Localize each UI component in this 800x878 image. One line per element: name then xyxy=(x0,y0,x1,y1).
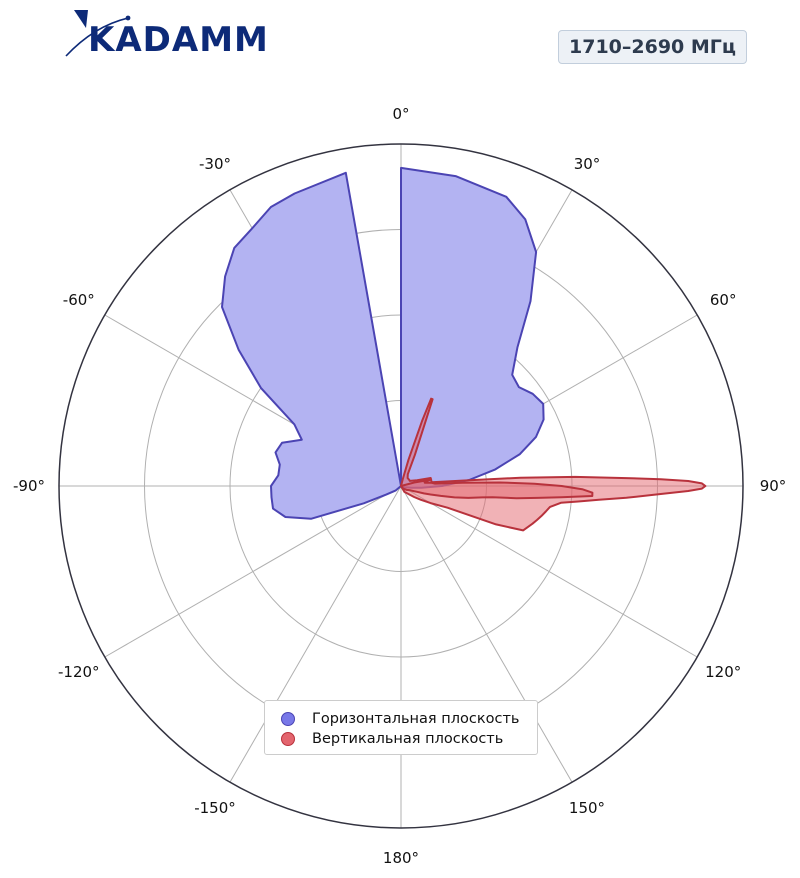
logo-text: KADAMM xyxy=(88,20,269,60)
legend-item-horizontal: Горизонтальная плоскость xyxy=(281,709,519,729)
kadamm-logo: KADAMM xyxy=(64,6,268,64)
angle-tick-label: -60° xyxy=(63,291,95,309)
angle-tick-label: 30° xyxy=(574,155,601,173)
legend-item-vertical: Вертикальная плоскость xyxy=(281,729,503,749)
outer-ring xyxy=(58,143,744,829)
logo-swoosh-icon xyxy=(65,10,131,57)
series-horizontal-plane xyxy=(221,166,545,520)
angle-tick-label: -90° xyxy=(13,477,45,495)
grid-spoke xyxy=(229,485,402,783)
angle-tick-label: 180° xyxy=(383,849,419,867)
angle-tick-label: -150° xyxy=(194,799,236,817)
logo-mark xyxy=(74,10,88,28)
grid-spoke xyxy=(400,485,573,783)
angle-tick-label: 150° xyxy=(569,799,605,817)
legend-label-horizontal: Горизонтальная плоскость xyxy=(312,711,520,727)
series-layer xyxy=(221,166,707,532)
angle-tick-label: 120° xyxy=(705,663,741,681)
series-vertical-plane-lobe xyxy=(400,478,594,500)
legend: Горизонтальная плоскость Вертикальная пл… xyxy=(264,700,538,755)
angle-tick-labels: 0° 30° 60° 90° 120° 150° 180° -150° -120° -90° -60… xyxy=(13,105,786,867)
angle-tick-label: 60° xyxy=(710,291,737,309)
legend-label-vertical: Вертикальная плоскость xyxy=(312,731,504,747)
logo-dot xyxy=(125,15,131,21)
legend-marker-vertical xyxy=(281,732,295,746)
grid-spoke xyxy=(400,485,698,658)
angle-tick-label: -120° xyxy=(58,663,100,681)
logo-arc xyxy=(65,17,129,57)
frequency-badge: 1710–2690 МГц xyxy=(558,30,747,64)
angle-tick-label: 90° xyxy=(760,477,787,495)
legend-marker-horizontal xyxy=(281,712,295,726)
grid-spoke xyxy=(104,485,402,658)
angle-tick-label: 0° xyxy=(392,105,409,123)
angle-tick-label: -30° xyxy=(199,155,231,173)
